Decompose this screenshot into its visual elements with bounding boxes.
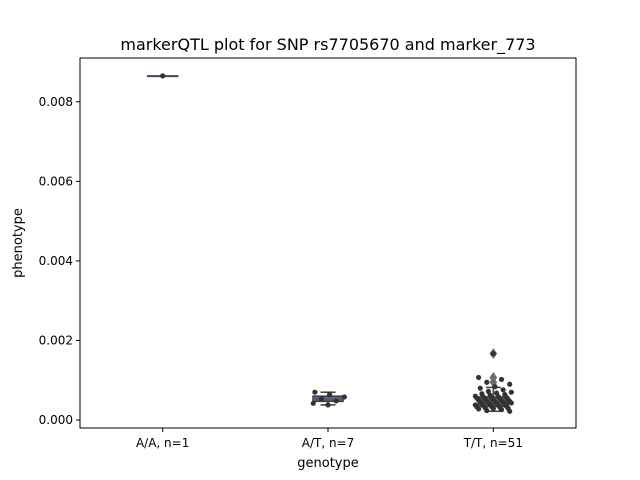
y-tick-label: 0.004 [39,254,73,268]
data-point [492,384,498,390]
data-point [498,407,505,413]
data-point [160,73,166,79]
data-point [333,398,339,404]
data-point [312,389,318,395]
data-point [341,394,347,400]
data-point [490,405,496,412]
data-point [498,376,505,383]
data-point [484,407,490,414]
data-point [310,400,316,406]
data-point [477,385,483,391]
x-tick-label: T/T, n=51 [463,436,523,450]
chart-title: markerQTL plot for SNP rs7705670 and mar… [120,35,535,55]
y-tick-label: 0.002 [39,333,73,347]
plot-area [146,73,514,414]
x-tick-label: A/T, n=7 [302,436,355,450]
plot-frame [79,57,577,429]
data-point [507,381,513,387]
data-point [325,402,331,408]
data-point [484,379,490,385]
y-tick-label: 0.008 [39,95,73,109]
data-point [500,387,506,393]
y-tick-label: 0.006 [39,174,73,188]
data-point [327,391,333,398]
data-point [508,389,514,395]
x-axis-label: genotype [297,456,358,471]
x-tick-label: A/A, n=1 [136,436,189,450]
y-tick-label: 0.000 [39,413,73,427]
y-axis-label: phenotype [11,208,26,278]
axes: 0.000 0.002 0.004 0.006 0.008 A/A, n=1 A/T, n=… [39,95,523,450]
outlier-marker [489,372,498,383]
data-point [507,408,513,414]
data-point [485,388,492,394]
data-point [476,374,482,381]
data-point [490,351,496,357]
data-point [476,406,482,412]
data-point [508,400,514,406]
data-point [318,396,325,402]
